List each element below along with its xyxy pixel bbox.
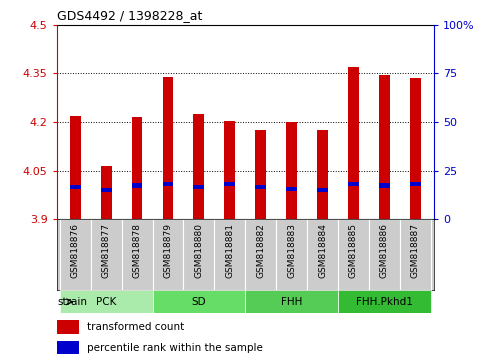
Text: GSM818885: GSM818885 <box>349 223 358 278</box>
Bar <box>224 120 235 219</box>
Text: GSM818884: GSM818884 <box>318 223 327 278</box>
Bar <box>163 77 174 219</box>
Bar <box>57 342 79 354</box>
Bar <box>101 166 111 219</box>
Bar <box>348 67 359 219</box>
Bar <box>183 219 214 290</box>
Text: strain: strain <box>57 297 87 307</box>
Text: GSM818876: GSM818876 <box>70 223 80 278</box>
Bar <box>338 290 431 313</box>
Text: FHH.Pkhd1: FHH.Pkhd1 <box>356 297 413 307</box>
Bar <box>122 219 152 290</box>
Text: GSM818879: GSM818879 <box>164 223 173 278</box>
Bar <box>91 219 122 290</box>
Bar <box>70 185 81 189</box>
Text: GSM818887: GSM818887 <box>411 223 420 278</box>
Text: GSM818881: GSM818881 <box>225 223 234 278</box>
Text: GSM818882: GSM818882 <box>256 223 265 278</box>
Bar <box>338 219 369 290</box>
Bar <box>255 130 266 219</box>
Bar <box>348 182 359 186</box>
Bar <box>286 187 297 191</box>
Bar <box>132 183 142 188</box>
Bar <box>60 290 152 313</box>
Bar <box>70 116 81 219</box>
Bar <box>317 130 328 219</box>
Bar <box>276 219 307 290</box>
Bar <box>307 219 338 290</box>
Bar <box>245 219 276 290</box>
Bar <box>400 219 431 290</box>
Bar <box>255 185 266 189</box>
Bar <box>317 188 328 192</box>
Bar <box>57 320 79 334</box>
Text: GDS4492 / 1398228_at: GDS4492 / 1398228_at <box>57 9 202 22</box>
Text: percentile rank within the sample: percentile rank within the sample <box>87 343 263 353</box>
Bar <box>369 219 400 290</box>
Bar <box>410 78 421 219</box>
Text: GSM818880: GSM818880 <box>194 223 204 278</box>
Bar <box>224 182 235 186</box>
Text: SD: SD <box>192 297 206 307</box>
Bar <box>60 219 91 290</box>
Bar <box>163 182 174 186</box>
Bar <box>214 219 245 290</box>
Text: GSM818886: GSM818886 <box>380 223 389 278</box>
Bar <box>193 185 204 189</box>
Bar <box>132 117 142 219</box>
Bar <box>379 183 390 188</box>
Bar <box>245 290 338 313</box>
Bar <box>410 182 421 186</box>
Text: GSM818877: GSM818877 <box>102 223 110 278</box>
Text: PCK: PCK <box>96 297 116 307</box>
Text: FHH: FHH <box>281 297 302 307</box>
Text: GSM818883: GSM818883 <box>287 223 296 278</box>
Bar <box>101 188 111 192</box>
Bar <box>379 75 390 219</box>
Bar <box>152 290 246 313</box>
Text: transformed count: transformed count <box>87 322 184 332</box>
Text: GSM818878: GSM818878 <box>133 223 141 278</box>
Bar <box>152 219 183 290</box>
Bar <box>193 114 204 219</box>
Bar <box>286 122 297 219</box>
